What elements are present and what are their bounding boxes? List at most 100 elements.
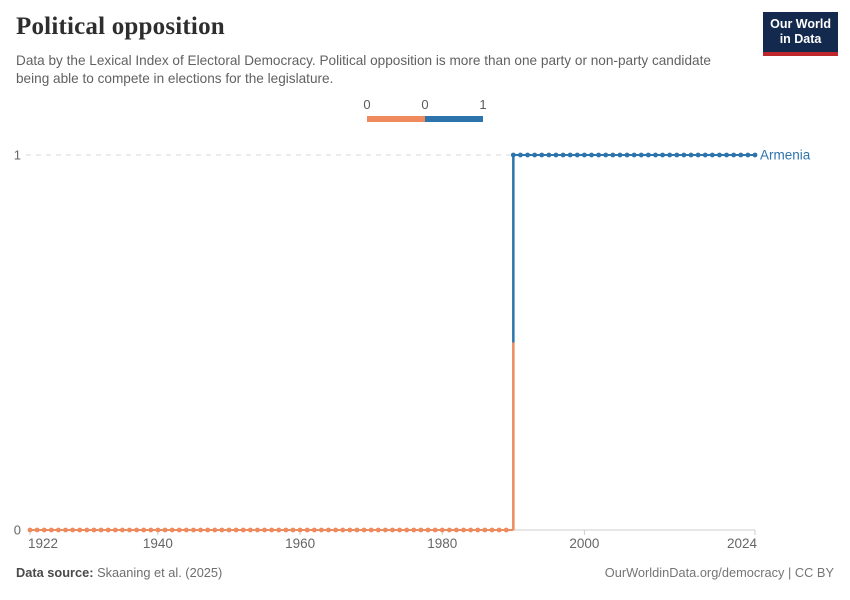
data-point-1938[interactable]	[141, 527, 147, 533]
data-point-2015[interactable]	[688, 152, 694, 158]
chart-plot-area[interactable]: 0 1 1922 1940 1960 1980 2000 2024 Armenia	[0, 140, 850, 600]
owid-logo[interactable]: Our World in Data	[763, 12, 838, 56]
data-point-1984[interactable]	[468, 527, 474, 533]
entity-label[interactable]: Armenia	[760, 148, 811, 163]
data-point-1924[interactable]	[41, 527, 47, 533]
data-point-1958[interactable]	[283, 527, 289, 533]
data-point-1973[interactable]	[390, 527, 395, 533]
footer-link[interactable]: OurWorldinData.org/democracy | CC BY	[604, 565, 834, 580]
data-point-1968[interactable]	[354, 527, 360, 533]
data-point-2023[interactable]	[745, 152, 751, 158]
data-point-2011[interactable]	[660, 152, 665, 158]
legend-segment-value-1[interactable]	[425, 116, 483, 122]
data-point-2004[interactable]	[610, 152, 616, 158]
data-point-1947[interactable]	[205, 527, 211, 533]
data-point-1989[interactable]	[503, 527, 509, 533]
data-point-1971[interactable]	[375, 527, 381, 533]
data-point-2013[interactable]	[674, 152, 680, 158]
data-point-2021[interactable]	[731, 152, 737, 158]
data-point-1991[interactable]	[518, 152, 523, 158]
data-point-2005[interactable]	[617, 152, 623, 158]
data-point-2017[interactable]	[702, 152, 708, 158]
data-point-1929[interactable]	[77, 527, 83, 533]
data-point-1950[interactable]	[226, 527, 232, 533]
data-point-1939[interactable]	[148, 527, 154, 533]
data-point-1992[interactable]	[525, 152, 530, 158]
data-point-2012[interactable]	[667, 152, 673, 158]
data-point-2001[interactable]	[589, 152, 594, 158]
data-point-1963[interactable]	[319, 527, 324, 533]
data-point-1998[interactable]	[567, 152, 573, 158]
data-point-1977[interactable]	[418, 527, 424, 533]
data-point-2010[interactable]	[653, 152, 658, 158]
data-point-1930[interactable]	[84, 527, 90, 533]
data-point-2020[interactable]	[724, 152, 729, 158]
data-point-1969[interactable]	[361, 527, 367, 533]
data-point-1932[interactable]	[98, 527, 104, 533]
data-point-1996[interactable]	[553, 152, 559, 158]
data-point-1928[interactable]	[70, 527, 76, 533]
data-point-1941[interactable]	[162, 527, 168, 533]
data-point-2003[interactable]	[603, 152, 609, 158]
data-point-2022[interactable]	[738, 152, 744, 158]
data-point-1993[interactable]	[532, 152, 538, 158]
data-point-1990[interactable]	[510, 152, 516, 158]
data-point-1962[interactable]	[311, 527, 317, 533]
data-point-1931[interactable]	[91, 527, 97, 533]
data-point-2019[interactable]	[717, 152, 722, 158]
data-point-1988[interactable]	[496, 527, 502, 533]
data-point-1959[interactable]	[290, 527, 296, 533]
data-point-1949[interactable]	[219, 527, 225, 533]
data-point-1953[interactable]	[247, 527, 253, 533]
data-point-1986[interactable]	[482, 527, 488, 533]
data-point-1948[interactable]	[212, 527, 218, 533]
data-point-1944[interactable]	[183, 527, 189, 533]
data-point-1966[interactable]	[340, 527, 346, 533]
data-point-1926[interactable]	[56, 527, 61, 533]
data-point-2000[interactable]	[582, 152, 587, 158]
data-point-1945[interactable]	[191, 527, 196, 533]
data-point-1995[interactable]	[546, 152, 552, 158]
data-point-1946[interactable]	[198, 527, 203, 533]
legend-segment-value-0[interactable]	[367, 116, 425, 122]
data-point-2018[interactable]	[709, 152, 715, 158]
data-point-1937[interactable]	[134, 527, 140, 533]
data-point-1951[interactable]	[233, 527, 239, 533]
data-point-1964[interactable]	[326, 527, 331, 533]
data-point-1952[interactable]	[240, 527, 246, 533]
data-point-1975[interactable]	[404, 527, 410, 533]
data-point-1961[interactable]	[304, 527, 310, 533]
data-point-1980[interactable]	[439, 527, 445, 533]
data-point-1922[interactable]	[27, 527, 33, 533]
data-point-1923[interactable]	[34, 527, 40, 533]
data-point-2009[interactable]	[645, 152, 651, 158]
data-point-1972[interactable]	[382, 527, 388, 533]
data-point-1955[interactable]	[262, 527, 267, 533]
data-point-2007[interactable]	[631, 152, 637, 158]
data-point-1976[interactable]	[411, 527, 417, 533]
data-point-1981[interactable]	[446, 527, 452, 533]
data-point-1943[interactable]	[176, 527, 182, 533]
data-point-1985[interactable]	[475, 527, 481, 533]
data-point-1933[interactable]	[105, 527, 111, 533]
data-point-1954[interactable]	[255, 527, 260, 533]
data-point-2014[interactable]	[681, 152, 687, 158]
data-point-1956[interactable]	[269, 527, 275, 533]
data-point-1965[interactable]	[333, 527, 339, 533]
data-point-2016[interactable]	[695, 152, 701, 158]
data-point-1960[interactable]	[297, 527, 303, 533]
data-point-1925[interactable]	[48, 527, 54, 533]
data-point-1983[interactable]	[461, 527, 466, 533]
data-point-1957[interactable]	[276, 527, 282, 533]
data-point-1979[interactable]	[432, 527, 438, 533]
data-point-1934[interactable]	[112, 527, 118, 533]
data-point-1970[interactable]	[368, 527, 374, 533]
data-point-1927[interactable]	[63, 527, 68, 533]
data-point-1997[interactable]	[560, 152, 566, 158]
data-point-1999[interactable]	[574, 152, 580, 158]
data-point-1982[interactable]	[454, 527, 459, 533]
data-point-1942[interactable]	[169, 527, 175, 533]
data-point-1940[interactable]	[155, 527, 161, 533]
data-point-1974[interactable]	[397, 527, 403, 533]
data-point-2002[interactable]	[596, 152, 602, 158]
